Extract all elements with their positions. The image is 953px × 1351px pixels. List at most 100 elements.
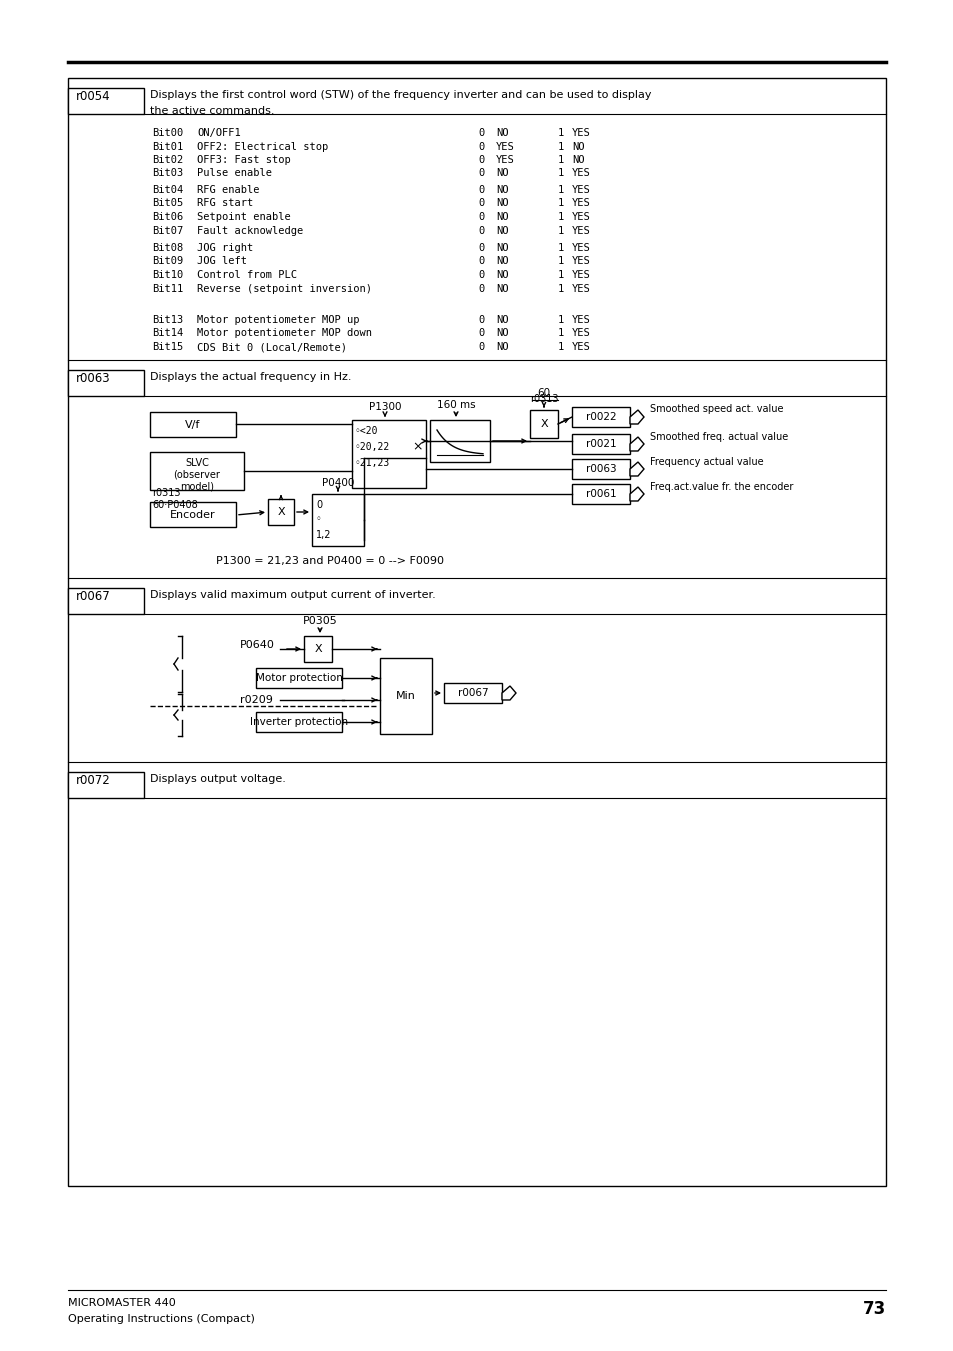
Text: 1: 1 (558, 169, 563, 178)
Text: Frequency actual value: Frequency actual value (649, 457, 762, 467)
Bar (68, 88, 144, 113)
Polygon shape (629, 486, 643, 501)
Text: r0072: r0072 (76, 774, 111, 788)
Text: r0209: r0209 (240, 694, 273, 705)
Text: YES: YES (572, 342, 590, 353)
Text: 60: 60 (537, 388, 550, 399)
Text: YES: YES (572, 199, 590, 208)
Text: 0: 0 (477, 284, 484, 293)
Text: Bit15: Bit15 (152, 342, 183, 353)
Text: r0022: r0022 (585, 412, 616, 422)
Text: YES: YES (572, 257, 590, 266)
Text: MICROMASTER 440: MICROMASTER 440 (68, 1298, 175, 1308)
Text: NO: NO (572, 155, 584, 165)
Text: P0400: P0400 (321, 478, 354, 488)
Text: NO: NO (496, 185, 508, 195)
Text: Bit10: Bit10 (152, 270, 183, 280)
Text: 1: 1 (558, 155, 563, 165)
Text: 0: 0 (477, 257, 484, 266)
Text: Setpoint enable: Setpoint enable (196, 212, 291, 222)
Text: 0: 0 (477, 199, 484, 208)
Text: RFG enable: RFG enable (196, 185, 259, 195)
Text: YES: YES (496, 142, 515, 151)
Text: ON/OFF1: ON/OFF1 (196, 128, 240, 138)
Text: ◦20,22: ◦20,22 (355, 442, 390, 453)
Bar (68, 771, 144, 798)
Text: Bit06: Bit06 (152, 212, 183, 222)
Text: Bit05: Bit05 (152, 199, 183, 208)
Text: Fault acknowledge: Fault acknowledge (196, 226, 303, 235)
Text: 0: 0 (477, 270, 484, 280)
Text: YES: YES (572, 243, 590, 253)
Text: V/f: V/f (185, 420, 200, 430)
Text: RFG start: RFG start (196, 199, 253, 208)
Bar (572, 459, 629, 480)
Text: Operating Instructions (Compact): Operating Instructions (Compact) (68, 1315, 254, 1324)
Text: 1: 1 (558, 142, 563, 151)
Text: JOG right: JOG right (196, 243, 253, 253)
Text: 1: 1 (558, 257, 563, 266)
Bar (572, 407, 629, 427)
Text: Smoothed speed act. value: Smoothed speed act. value (649, 404, 782, 413)
Text: Motor protection: Motor protection (255, 673, 342, 684)
Text: NO: NO (496, 328, 508, 339)
Text: P0640: P0640 (240, 640, 274, 650)
Text: the active commands.: the active commands. (150, 105, 274, 116)
Text: 0: 0 (477, 315, 484, 326)
Text: Bit11: Bit11 (152, 284, 183, 293)
Text: SLVC
(observer
model): SLVC (observer model) (173, 458, 220, 492)
Text: Displays output voltage.: Displays output voltage. (150, 774, 286, 784)
Text: 0: 0 (315, 500, 322, 509)
Text: 1: 1 (558, 284, 563, 293)
Text: 0: 0 (477, 328, 484, 339)
Text: YES: YES (496, 155, 515, 165)
Text: YES: YES (572, 270, 590, 280)
Text: NO: NO (496, 169, 508, 178)
Text: Smoothed freq. actual value: Smoothed freq. actual value (649, 432, 787, 442)
Text: r0021: r0021 (585, 439, 616, 449)
Text: Control from PLC: Control from PLC (196, 270, 296, 280)
Text: 0: 0 (477, 128, 484, 138)
Text: 1: 1 (558, 315, 563, 326)
Text: NO: NO (496, 243, 508, 253)
Text: P0305: P0305 (302, 616, 337, 626)
Text: ◦<20: ◦<20 (355, 426, 378, 436)
Bar (572, 434, 629, 454)
Text: 1: 1 (558, 199, 563, 208)
Text: NO: NO (496, 284, 508, 293)
Text: r0067: r0067 (457, 688, 488, 698)
Text: 0: 0 (477, 169, 484, 178)
Text: NO: NO (496, 315, 508, 326)
Bar (68, 588, 144, 613)
Bar (304, 636, 332, 662)
Polygon shape (501, 686, 516, 700)
Text: ◦: ◦ (315, 513, 321, 524)
Text: 1: 1 (558, 243, 563, 253)
Bar (268, 499, 294, 526)
Text: 73: 73 (862, 1300, 885, 1319)
Bar (379, 658, 432, 734)
Text: JOG left: JOG left (196, 257, 247, 266)
Text: Displays the actual frequency in Hz.: Displays the actual frequency in Hz. (150, 372, 351, 382)
Text: NO: NO (496, 226, 508, 235)
Text: NO: NO (496, 128, 508, 138)
Text: 160 ms: 160 ms (436, 400, 475, 409)
Text: 1: 1 (558, 226, 563, 235)
Text: YES: YES (572, 226, 590, 235)
Text: X: X (314, 644, 321, 654)
Text: Bit04: Bit04 (152, 185, 183, 195)
Bar (352, 420, 426, 488)
Text: r0067: r0067 (76, 590, 111, 603)
Text: r0313: r0313 (152, 488, 180, 499)
Bar (530, 409, 558, 438)
Text: 1: 1 (558, 128, 563, 138)
Text: Inverter protection: Inverter protection (250, 717, 348, 727)
Text: NO: NO (496, 270, 508, 280)
Text: OFF2: Electrical stop: OFF2: Electrical stop (196, 142, 328, 151)
Polygon shape (629, 436, 643, 451)
Text: ◦21,23: ◦21,23 (355, 458, 390, 467)
Text: Bit02: Bit02 (152, 155, 183, 165)
Polygon shape (629, 409, 643, 424)
Text: Displays valid maximum output current of inverter.: Displays valid maximum output current of… (150, 590, 436, 600)
Text: Pulse enable: Pulse enable (196, 169, 272, 178)
